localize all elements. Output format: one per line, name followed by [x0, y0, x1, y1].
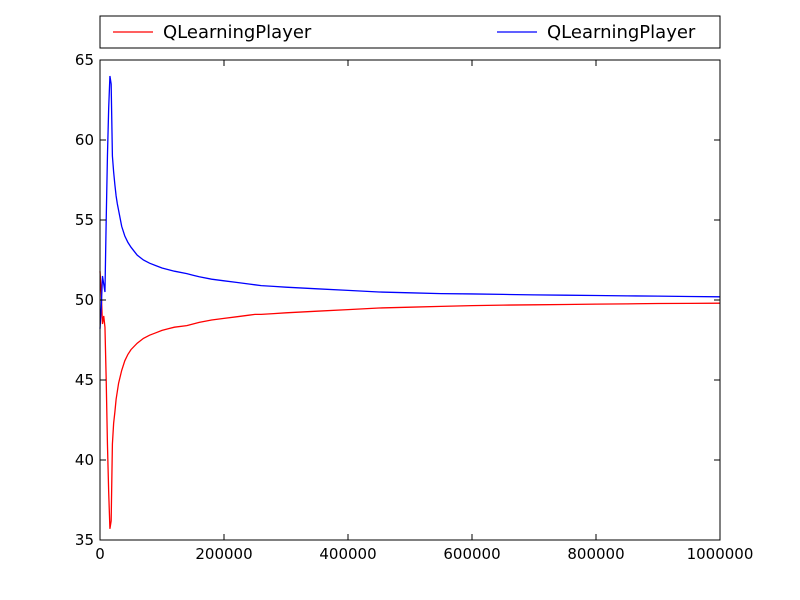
- series-line-0: [99, 271, 721, 529]
- legend-box: [99, 15, 721, 49]
- y-tick-label: 65: [75, 51, 94, 69]
- plot-frame: [99, 59, 721, 541]
- x-tick-label: 600000: [443, 545, 500, 563]
- x-tick-label: 400000: [319, 545, 376, 563]
- y-tick-label: 45: [75, 371, 94, 389]
- plot-area: [99, 75, 721, 529]
- y-tick-label: 55: [75, 211, 94, 229]
- legend-label-1: QLearningPlayer: [547, 22, 696, 43]
- x-tick-label: 800000: [567, 545, 624, 563]
- y-tick-label: 60: [75, 131, 94, 149]
- y-tick-label: 35: [75, 531, 94, 549]
- series-line-1: [99, 75, 721, 329]
- legend-label-0: QLearningPlayer: [163, 22, 312, 43]
- x-tick-label: 1000000: [687, 545, 754, 563]
- x-tick-label: 0: [95, 545, 105, 563]
- y-tick-label: 50: [75, 291, 94, 309]
- axis-ticks: 0 200000 400000 600000 800000 1000000 35 40 45 50…: [75, 51, 754, 563]
- y-tick-label: 40: [75, 451, 94, 469]
- x-tick-label: 200000: [195, 545, 252, 563]
